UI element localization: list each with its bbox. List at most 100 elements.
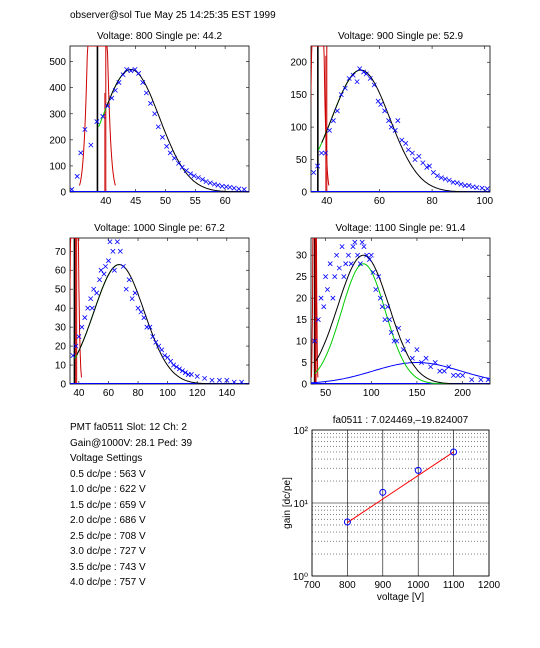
single-pe-fit-curve — [314, 263, 454, 384]
data-point — [101, 271, 107, 277]
data-point — [109, 95, 115, 101]
voltage-setting-row: 2.5 dc/pe : 708 V — [70, 530, 146, 542]
data-point — [450, 179, 456, 185]
data-point — [485, 377, 490, 383]
x-tick-label: 80 — [427, 196, 439, 207]
data-point — [367, 75, 373, 81]
data-point — [224, 377, 230, 383]
axes-frame — [311, 429, 490, 577]
y-tick-label: 10 — [55, 361, 67, 372]
data-point — [355, 252, 361, 258]
data-point — [470, 184, 476, 190]
data-point — [155, 124, 161, 130]
gain-data-point — [379, 488, 387, 496]
data-point — [361, 244, 367, 250]
data-point — [174, 364, 179, 370]
gain-vs-voltage-chart: fa0511 : 7.024469,–19.824007 700 800 900 100… — [282, 415, 501, 603]
data-point — [179, 368, 185, 374]
data-point — [191, 173, 197, 179]
data-point — [171, 155, 177, 161]
x-tick-label: 700 — [304, 580, 321, 591]
data-point — [330, 118, 336, 124]
data-point — [420, 160, 426, 166]
y-tick-label: 500 — [49, 57, 66, 68]
data-point — [160, 134, 165, 140]
y-tick-label: 0 — [60, 380, 66, 391]
pedestal-fit-curve — [311, 238, 319, 378]
y-axis-label: gain [dc/pe] — [282, 477, 293, 529]
pedestal-fit-curve — [79, 46, 116, 186]
data-point — [446, 364, 452, 370]
y-tick-label: 200 — [49, 135, 66, 146]
y-tick-label: 10¹ — [294, 499, 309, 510]
plot-title: fa0511 : 7.024469,–19.824007 — [333, 415, 469, 426]
x-tick-label: 1200 — [478, 580, 501, 591]
voltage-setting-row: 1.5 dc/pe : 659 V — [70, 499, 146, 511]
data-point — [179, 164, 185, 170]
data-point — [140, 80, 146, 85]
total-fit-curve — [321, 69, 490, 192]
data-point — [332, 274, 338, 280]
data-point — [446, 177, 452, 183]
data-point — [400, 347, 406, 353]
gain-info-line: Gain@1000V: 28.1 Ped: 39 — [70, 437, 193, 449]
data-point — [338, 92, 344, 98]
data-point — [484, 186, 490, 192]
gain-data-point — [343, 518, 351, 526]
data-point — [85, 305, 91, 311]
data-point — [458, 181, 464, 187]
data-point — [321, 304, 327, 310]
data-point — [195, 175, 201, 181]
data-point — [120, 263, 126, 269]
axes-frame — [310, 237, 491, 385]
data-point — [454, 180, 460, 186]
data-point — [378, 101, 384, 107]
x-tick-label: 50 — [320, 388, 332, 399]
data-point — [76, 334, 82, 340]
data-point — [346, 75, 352, 81]
y-tick-label: 10⁰ — [293, 572, 308, 583]
data-point — [188, 372, 194, 378]
pmt-info-panel: PMT fa0511 Slot: 12 Ch: 2 Gain@1000V: 28… — [70, 420, 192, 591]
data-point — [203, 179, 209, 185]
data-point — [135, 305, 141, 311]
y-tick-label: 200 — [290, 58, 307, 69]
data-point — [376, 274, 382, 280]
data-point — [110, 248, 116, 254]
data-point — [165, 354, 171, 360]
data-point — [129, 296, 135, 302]
y-tick-label: 70 — [55, 247, 67, 258]
data-point — [227, 184, 233, 190]
data-point — [466, 183, 472, 188]
data-point — [438, 175, 444, 181]
data-point — [334, 108, 340, 114]
data-point — [409, 150, 415, 156]
total-fit-curve — [315, 254, 490, 384]
data-point — [357, 261, 363, 267]
data-point — [379, 304, 385, 310]
axes-frame — [69, 237, 250, 385]
data-point — [469, 377, 475, 383]
y-tick-label: 150 — [290, 90, 307, 101]
data-point — [428, 364, 434, 370]
data-point — [117, 248, 123, 254]
data-point — [123, 286, 129, 292]
y-tick-label: 20 — [55, 342, 67, 353]
page-header: observer@sol Tue May 25 14:25:35 EST 199… — [70, 10, 276, 21]
data-point — [462, 183, 468, 188]
data-point — [112, 87, 118, 93]
data-point — [368, 252, 374, 258]
data-point — [350, 72, 356, 78]
data-point — [94, 290, 100, 296]
voltage-setting-row: 2.0 dc/pe : 686 V — [70, 515, 146, 526]
data-point — [339, 244, 345, 250]
data-point — [111, 267, 117, 273]
data-point — [153, 339, 159, 345]
y-tick-label: 10 — [296, 337, 308, 348]
data-point — [202, 375, 208, 381]
x-tick-label: 900 — [374, 580, 391, 591]
data-point — [148, 100, 154, 106]
voltage-setting-row: 3.5 dc/pe : 743 V — [70, 561, 146, 573]
data-point — [366, 256, 372, 262]
y-tick-label: 10² — [294, 426, 309, 437]
